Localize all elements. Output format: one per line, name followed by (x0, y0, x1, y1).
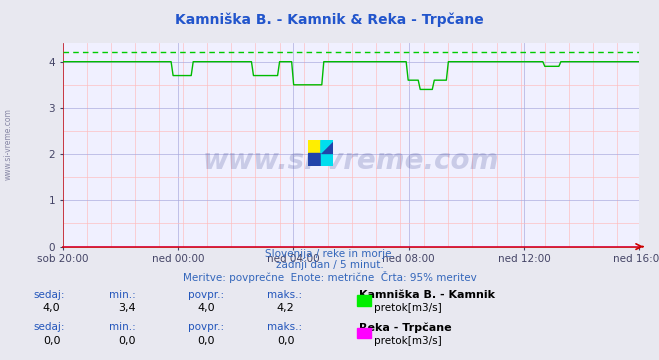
Text: 0,0: 0,0 (43, 336, 61, 346)
Text: 0,0: 0,0 (119, 336, 136, 346)
Text: min.:: min.: (109, 290, 136, 300)
Text: pretok[m3/s]: pretok[m3/s] (374, 336, 442, 346)
Text: povpr.:: povpr.: (188, 290, 224, 300)
Text: www.si-vreme.com: www.si-vreme.com (3, 108, 13, 180)
Text: 4,0: 4,0 (43, 303, 61, 313)
Text: povpr.:: povpr.: (188, 322, 224, 332)
Text: pretok[m3/s]: pretok[m3/s] (374, 303, 442, 313)
Text: Kamniška B. - Kamnik: Kamniška B. - Kamnik (359, 290, 495, 300)
Text: www.si-vreme.com: www.si-vreme.com (203, 147, 499, 175)
Text: maks.:: maks.: (267, 290, 302, 300)
Polygon shape (321, 140, 333, 153)
Bar (321, 140, 333, 153)
Text: 0,0: 0,0 (277, 336, 295, 346)
Text: maks.:: maks.: (267, 322, 302, 332)
Polygon shape (321, 140, 333, 153)
Text: 0,0: 0,0 (198, 336, 215, 346)
Bar (308, 153, 321, 166)
Text: 3,4: 3,4 (119, 303, 136, 313)
Text: Slovenija / reke in morje.: Slovenija / reke in morje. (264, 249, 395, 259)
Text: 4,2: 4,2 (277, 303, 295, 313)
Text: zadnji dan / 5 minut.: zadnji dan / 5 minut. (275, 260, 384, 270)
Text: Meritve: povprečne  Enote: metrične  Črta: 95% meritev: Meritve: povprečne Enote: metrične Črta:… (183, 271, 476, 283)
Bar (308, 140, 321, 153)
Text: sedaj:: sedaj: (33, 290, 65, 300)
Bar (321, 153, 333, 166)
Text: Reka - Trpčane: Reka - Trpčane (359, 322, 452, 333)
Text: 4,0: 4,0 (198, 303, 215, 313)
Text: Kamniška B. - Kamnik & Reka - Trpčane: Kamniška B. - Kamnik & Reka - Trpčane (175, 13, 484, 27)
Text: sedaj:: sedaj: (33, 322, 65, 332)
Text: min.:: min.: (109, 322, 136, 332)
